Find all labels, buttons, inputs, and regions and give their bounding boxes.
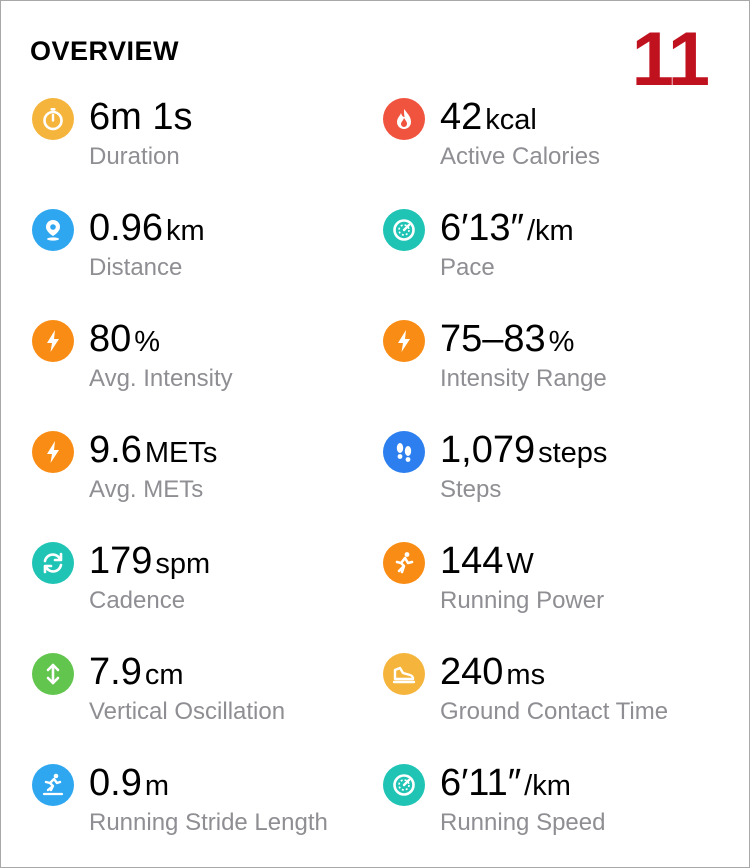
metric-unit: m [144, 770, 169, 802]
metrics-row: 179 spm Cadence 144 W Running Power [0, 536, 750, 646]
metric-running-speed: 6′11″/km Running Speed [383, 758, 723, 848]
metric-label: Avg. Intensity [89, 365, 233, 392]
metric-unit: cm [144, 659, 184, 691]
metric-unit: /km [526, 215, 574, 247]
location-pin-icon [32, 209, 74, 251]
vertical-arrows-icon [32, 653, 74, 695]
metrics-row: 80% Avg. Intensity 75–83% Intensity Rang… [0, 314, 750, 424]
metrics-row: 0.96 km Distance 6′13″/km Pace [0, 203, 750, 313]
speedometer-icon [383, 209, 425, 251]
metric-ground-contact-time: 240 ms Ground Contact Time [383, 647, 723, 737]
metric-value: 0.96 [89, 207, 163, 249]
metric-label: Running Stride Length [89, 809, 328, 836]
metrics-row: 9.6 METs Avg. METs 1,079 steps Steps [0, 425, 750, 535]
speedometer-icon [383, 764, 425, 806]
metric-running-stride-length: 0.9 m Running Stride Length [32, 758, 372, 848]
metrics-row: 7.9 cm Vertical Oscillation 240 ms Ground … [0, 647, 750, 757]
metric-label: Ground Contact Time [440, 698, 669, 725]
metric-label: Running Speed [440, 809, 606, 836]
flame-icon [383, 98, 425, 140]
section-title: OVERVIEW [30, 36, 180, 66]
metric-value: 75–83 [440, 318, 546, 360]
metric-label: Distance [89, 254, 183, 281]
metric-unit: km [165, 215, 205, 247]
footprints-icon [383, 431, 425, 473]
metric-unit: ms [506, 659, 546, 691]
number-badge: 11 [631, 17, 710, 102]
metric-unit: kcal [485, 104, 537, 136]
metric-value: 6′13″ [440, 207, 524, 249]
metric-unit: steps [538, 437, 608, 469]
metric-pace: 6′13″/km Pace [383, 203, 723, 293]
metric-unit: % [134, 326, 161, 358]
metric-label: Avg. METs [89, 476, 204, 503]
metric-value: 1,079 [440, 429, 536, 471]
shoe-icon [383, 653, 425, 695]
metric-value: 0.9 [89, 762, 142, 804]
lightning-icon [32, 431, 74, 473]
metric-vertical-oscillation: 7.9 cm Vertical Oscillation [32, 647, 372, 737]
lightning-icon [32, 320, 74, 362]
metric-value: 6′11″ [440, 762, 522, 804]
metric-label: Running Power [440, 587, 605, 614]
lightning-icon [383, 320, 425, 362]
metric-value: 6m 1s [89, 96, 193, 138]
metric-avg-intensity: 80% Avg. Intensity [32, 314, 372, 404]
metrics-row: 6m 1s Duration 42 kcal Active Calories [0, 92, 750, 202]
metric-label: Pace [440, 254, 495, 281]
metric-value: 80 [89, 318, 132, 360]
metric-value: 240 [440, 651, 504, 693]
metric-unit: /km [524, 770, 571, 802]
cycle-arrows-icon [32, 542, 74, 584]
metric-value: 7.9 [89, 651, 142, 693]
metric-avg-mets: 9.6 METs Avg. METs [32, 425, 372, 515]
metric-label: Duration [89, 143, 180, 170]
metric-value: 179 [89, 540, 153, 582]
metric-value: 42 [440, 96, 483, 138]
metric-value: 144 [440, 540, 504, 582]
metric-steps: 1,079 steps Steps [383, 425, 723, 515]
metric-distance: 0.96 km Distance [32, 203, 372, 293]
metric-unit: METs [144, 437, 218, 469]
metric-intensity-range: 75–83% Intensity Range [383, 314, 723, 404]
metric-active-calories: 42 kcal Active Calories [383, 92, 723, 182]
metric-duration: 6m 1s Duration [32, 92, 372, 182]
metric-label: Vertical Oscillation [89, 698, 286, 725]
metric-label: Steps [440, 476, 502, 503]
stride-runner-icon [32, 764, 74, 806]
runner-icon [383, 542, 425, 584]
metric-cadence: 179 spm Cadence [32, 536, 372, 626]
metric-unit: W [506, 548, 534, 580]
stopwatch-icon [32, 98, 74, 140]
metric-label: Active Calories [440, 143, 601, 170]
metric-label: Intensity Range [440, 365, 607, 392]
metric-unit: spm [155, 548, 211, 580]
metric-running-power: 144 W Running Power [383, 536, 723, 626]
metric-label: Cadence [89, 587, 186, 614]
metrics-row: 0.9 m Running Stride Length 6′11″/km Runn… [0, 758, 750, 868]
metric-unit: % [548, 326, 575, 358]
metric-value: 9.6 [89, 429, 142, 471]
